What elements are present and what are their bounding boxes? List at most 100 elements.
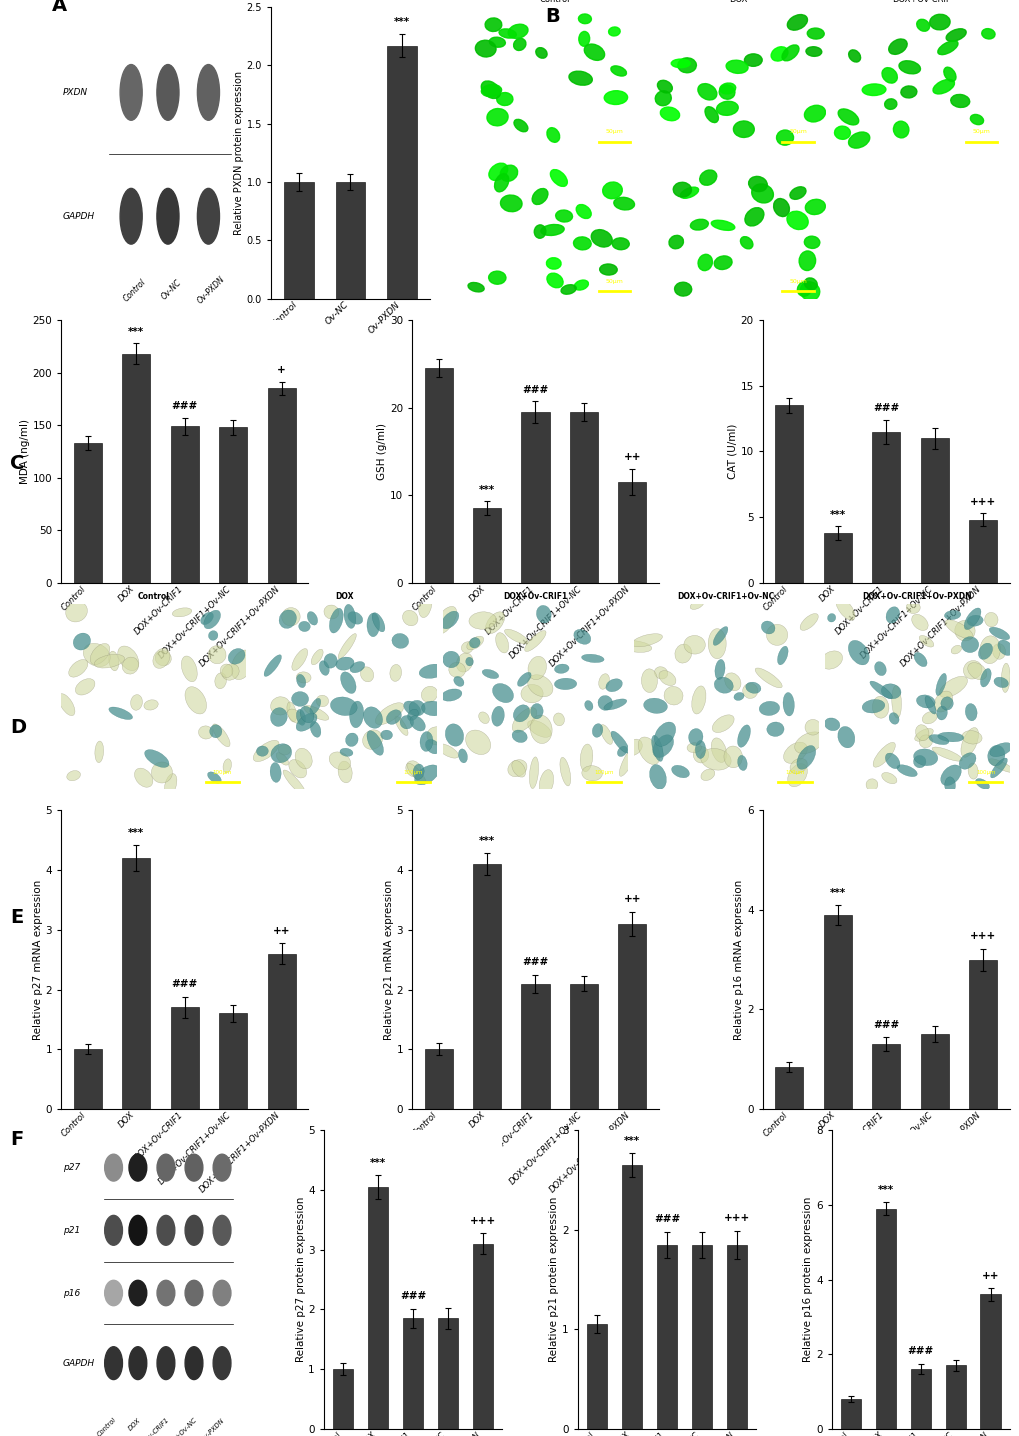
Text: ***: ***: [128, 827, 145, 837]
Ellipse shape: [869, 681, 892, 698]
Text: p16: p16: [63, 1288, 81, 1298]
Ellipse shape: [900, 86, 916, 98]
Ellipse shape: [745, 682, 760, 694]
Bar: [968, 520, 997, 583]
Ellipse shape: [418, 593, 431, 617]
Ellipse shape: [286, 702, 297, 722]
Bar: [618, 482, 646, 583]
Text: DOX+Ov-CRIF1+Ov-PXDN: DOX+Ov-CRIF1+Ov-PXDN: [861, 592, 971, 600]
Text: PXDN: PXDN: [63, 88, 88, 96]
Ellipse shape: [911, 615, 927, 630]
Ellipse shape: [712, 626, 728, 645]
Bar: [774, 405, 803, 583]
Ellipse shape: [649, 764, 665, 790]
Ellipse shape: [659, 108, 679, 121]
Ellipse shape: [713, 256, 732, 270]
Ellipse shape: [936, 732, 963, 742]
Text: DOX+Ov-CRIF1: DOX+Ov-CRIF1: [503, 592, 567, 600]
Bar: [840, 1399, 860, 1429]
Ellipse shape: [287, 709, 304, 724]
Ellipse shape: [641, 669, 657, 692]
Ellipse shape: [915, 695, 934, 708]
Ellipse shape: [66, 771, 81, 781]
Ellipse shape: [338, 633, 356, 659]
Bar: [333, 1369, 353, 1429]
Bar: [910, 1369, 930, 1429]
Ellipse shape: [492, 684, 513, 702]
Ellipse shape: [967, 763, 977, 780]
Ellipse shape: [270, 708, 287, 727]
Text: +++: +++: [470, 1215, 495, 1225]
Ellipse shape: [838, 109, 858, 125]
Ellipse shape: [674, 283, 691, 296]
Ellipse shape: [823, 718, 839, 731]
Ellipse shape: [663, 686, 683, 705]
Ellipse shape: [128, 1215, 147, 1245]
Ellipse shape: [933, 691, 952, 712]
Ellipse shape: [921, 712, 936, 724]
Ellipse shape: [153, 649, 170, 668]
Ellipse shape: [700, 770, 714, 781]
Ellipse shape: [90, 643, 110, 665]
Bar: [473, 864, 500, 1109]
Ellipse shape: [420, 731, 432, 751]
Ellipse shape: [539, 770, 553, 796]
Bar: [386, 46, 416, 299]
Ellipse shape: [521, 685, 542, 702]
Ellipse shape: [466, 658, 473, 666]
Ellipse shape: [386, 709, 401, 724]
Text: ***: ***: [128, 326, 145, 336]
Ellipse shape: [980, 29, 995, 39]
Ellipse shape: [181, 656, 197, 682]
Ellipse shape: [940, 765, 960, 785]
Ellipse shape: [944, 777, 955, 794]
Bar: [424, 1050, 452, 1109]
Bar: [521, 984, 549, 1109]
Ellipse shape: [350, 662, 365, 672]
Ellipse shape: [534, 225, 545, 238]
Ellipse shape: [335, 658, 354, 671]
Text: DOX+Ov-CRIF1+Ov-NC: DOX+Ov-CRIF1+Ov-NC: [677, 592, 774, 600]
Ellipse shape: [837, 727, 854, 748]
Ellipse shape: [228, 649, 245, 665]
Text: 100μm: 100μm: [212, 770, 232, 775]
Ellipse shape: [264, 655, 281, 676]
Text: ***: ***: [624, 1136, 639, 1146]
Text: Ov-PXDN: Ov-PXDN: [196, 274, 227, 306]
Ellipse shape: [157, 1281, 174, 1305]
Ellipse shape: [597, 695, 612, 711]
Ellipse shape: [719, 83, 735, 93]
Ellipse shape: [671, 765, 689, 778]
Ellipse shape: [394, 717, 408, 735]
Ellipse shape: [184, 1215, 203, 1245]
Ellipse shape: [554, 663, 569, 673]
Ellipse shape: [932, 79, 954, 93]
Ellipse shape: [554, 678, 576, 689]
Ellipse shape: [789, 187, 805, 200]
Bar: [403, 1318, 423, 1429]
Ellipse shape: [94, 655, 124, 668]
Ellipse shape: [404, 701, 420, 715]
Ellipse shape: [367, 731, 383, 755]
Ellipse shape: [671, 59, 690, 67]
Ellipse shape: [1001, 663, 1009, 692]
Ellipse shape: [935, 707, 947, 719]
Y-axis label: CAT (U/ml): CAT (U/ml): [727, 424, 737, 480]
Text: 100μm: 100μm: [594, 770, 613, 775]
Text: ***: ***: [877, 1185, 893, 1195]
Ellipse shape: [296, 714, 317, 731]
Ellipse shape: [360, 666, 373, 682]
Bar: [267, 388, 296, 583]
Ellipse shape: [913, 750, 936, 765]
Ellipse shape: [797, 281, 811, 296]
Ellipse shape: [299, 622, 310, 632]
Ellipse shape: [693, 747, 708, 763]
Ellipse shape: [553, 712, 564, 725]
Ellipse shape: [668, 236, 683, 248]
Bar: [170, 1008, 199, 1109]
Ellipse shape: [691, 686, 705, 714]
Bar: [267, 954, 296, 1109]
Text: ###: ###: [171, 401, 198, 411]
Ellipse shape: [704, 106, 717, 122]
Ellipse shape: [988, 742, 1011, 757]
